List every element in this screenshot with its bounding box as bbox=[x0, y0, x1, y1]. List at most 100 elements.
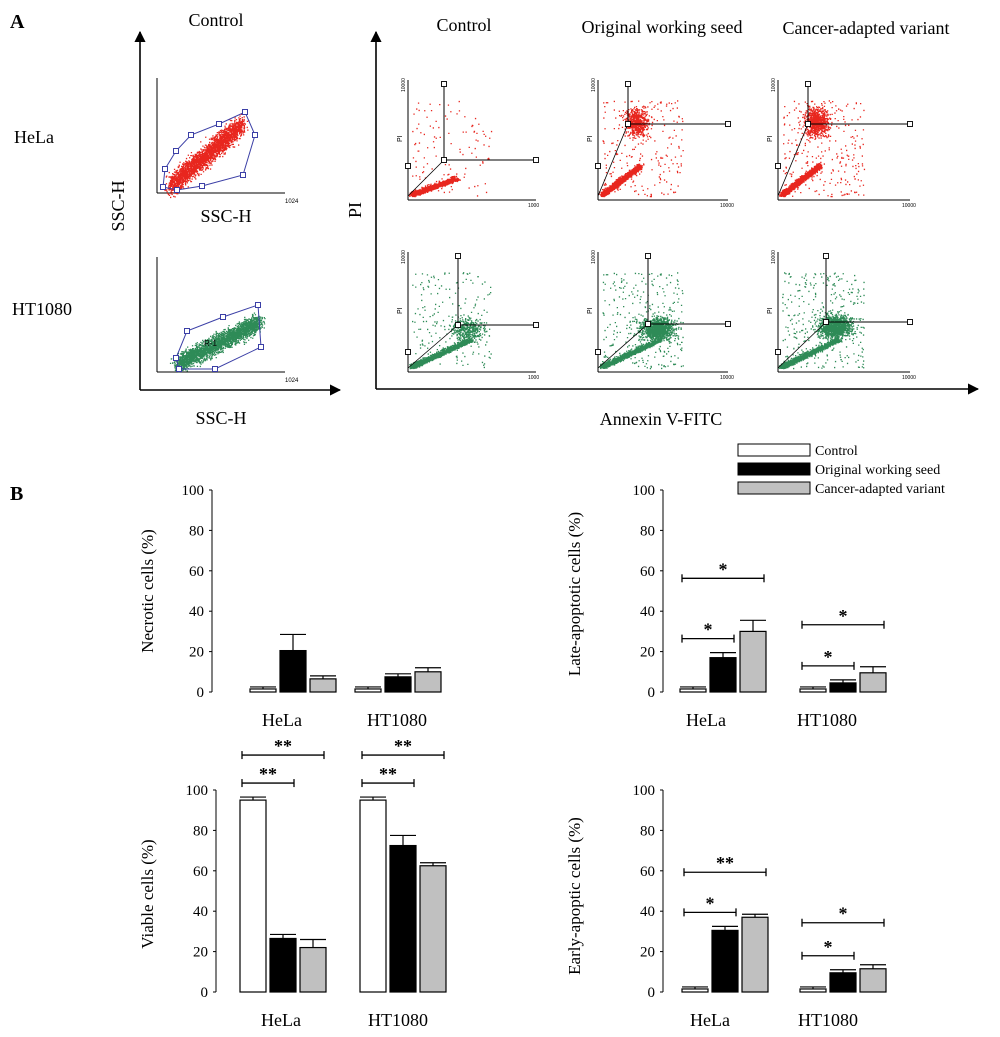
mini-pi-label: PI bbox=[767, 307, 774, 314]
quadrant-handle[interactable] bbox=[645, 321, 651, 327]
quadrant-handle[interactable] bbox=[775, 163, 781, 169]
gate-handle[interactable] bbox=[174, 187, 180, 193]
y-tick-label: 20 bbox=[189, 645, 204, 661]
annexin-x-axis-label: Annexin V-FITC bbox=[600, 409, 723, 429]
quadrant-diagonal bbox=[777, 123, 809, 197]
gate-handle[interactable] bbox=[242, 109, 248, 115]
bar-ht1080-2 bbox=[419, 865, 447, 993]
gate-handle[interactable] bbox=[258, 344, 264, 350]
quadrant-handle[interactable] bbox=[441, 157, 447, 163]
category-label: HT1080 bbox=[797, 710, 857, 730]
category-label: HeLa bbox=[262, 710, 302, 730]
gate-handle[interactable] bbox=[184, 328, 190, 334]
bar-ht1080-1 bbox=[829, 972, 857, 993]
gate-handle[interactable] bbox=[176, 366, 182, 372]
quadrant-handle[interactable] bbox=[805, 81, 811, 87]
quadrant-handle[interactable] bbox=[533, 157, 539, 163]
bar-ht1080-0 bbox=[799, 688, 827, 693]
quadrant-handle[interactable] bbox=[405, 349, 411, 355]
y-tick-label: 60 bbox=[640, 864, 655, 880]
annexin-scatter-dots bbox=[599, 272, 684, 370]
quadrant-diagonal bbox=[597, 323, 649, 369]
y-tick-label: 80 bbox=[193, 823, 208, 839]
quadrant-handle[interactable] bbox=[823, 253, 829, 259]
gate-handle[interactable] bbox=[199, 183, 205, 189]
quadrant-handle[interactable] bbox=[907, 319, 913, 325]
gate-handle[interactable] bbox=[255, 302, 261, 308]
col-title-original: Original working seed bbox=[582, 17, 743, 37]
bar-hela-0 bbox=[679, 688, 707, 693]
bar-ht1080-0 bbox=[359, 799, 387, 993]
category-label: HT1080 bbox=[798, 1010, 858, 1030]
quadrant-handle[interactable] bbox=[907, 121, 913, 127]
mini-y-tick: 10000 bbox=[591, 250, 597, 264]
quadrant-handle[interactable] bbox=[533, 322, 539, 328]
mini-pi-label: PI bbox=[397, 307, 404, 314]
bar-hela-2 bbox=[741, 916, 769, 993]
gate-handle[interactable] bbox=[160, 184, 166, 190]
gate-y-axis-label: SSC-H bbox=[108, 180, 128, 231]
quadrant-handle[interactable] bbox=[725, 121, 731, 127]
bar-ht1080-0 bbox=[799, 988, 827, 993]
gate-handle[interactable] bbox=[173, 355, 179, 361]
quadrant-handle[interactable] bbox=[595, 349, 601, 355]
category-label: HT1080 bbox=[367, 710, 427, 730]
chart-y-label: Viable cells (%) bbox=[138, 839, 157, 948]
quadrant-diagonal bbox=[597, 123, 629, 197]
quadrant-handle[interactable] bbox=[441, 81, 447, 87]
bar-hela-0 bbox=[239, 799, 267, 993]
gate-handle[interactable] bbox=[173, 148, 179, 154]
gate-scatter-dots bbox=[164, 113, 250, 199]
chart-y-label: Necrotic cells (%) bbox=[138, 529, 157, 653]
y-tick-label: 80 bbox=[640, 823, 655, 839]
legend-swatch-control bbox=[737, 443, 811, 457]
quadrant-handle[interactable] bbox=[823, 319, 829, 325]
gate-handle[interactable] bbox=[162, 166, 168, 172]
gate-handle[interactable] bbox=[216, 121, 222, 127]
mini-x-tick: 1000 bbox=[528, 203, 539, 209]
bar-hela-2 bbox=[739, 630, 767, 693]
bar-chart-3: 0 20 40 60 80 100 Early-apoptic cells (%) HeLa H… bbox=[565, 783, 887, 1030]
bar-chart-1: 0 20 40 60 80 100 Late-apoptotic cells (%) HeLa… bbox=[565, 483, 887, 730]
annexin-scatter-dots bbox=[778, 272, 865, 370]
mini-y-tick: 10000 bbox=[401, 250, 407, 264]
quadrant-handle[interactable] bbox=[645, 253, 651, 259]
bar-ht1080-2 bbox=[859, 672, 887, 693]
mini-pi-label: PI bbox=[587, 307, 594, 314]
gate-handle[interactable] bbox=[252, 132, 258, 138]
significance-label: * bbox=[704, 620, 713, 640]
gate-handle[interactable] bbox=[220, 314, 226, 320]
bar-hela-1 bbox=[709, 657, 737, 693]
quadrant-handle[interactable] bbox=[455, 322, 461, 328]
gate-handle[interactable] bbox=[188, 132, 194, 138]
significance-label: * bbox=[706, 893, 715, 913]
category-label: HT1080 bbox=[368, 1010, 428, 1030]
y-tick-label: 40 bbox=[640, 904, 655, 920]
quadrant-handle[interactable] bbox=[455, 253, 461, 259]
quadrant-handle[interactable] bbox=[625, 81, 631, 87]
mini-y-tick: 10000 bbox=[771, 250, 777, 264]
quadrant-handle[interactable] bbox=[725, 321, 731, 327]
y-tick-label: 100 bbox=[182, 483, 205, 499]
gate-handle[interactable] bbox=[240, 172, 246, 178]
y-tick-label: 0 bbox=[197, 685, 205, 701]
y-tick-label: 60 bbox=[640, 564, 655, 580]
y-tick-label: 20 bbox=[640, 645, 655, 661]
significance-label: * bbox=[839, 904, 848, 924]
significance-label: * bbox=[824, 937, 833, 957]
annexin-plot-hela-0: PI 10000 1000 bbox=[397, 78, 539, 209]
gate-handle[interactable] bbox=[212, 366, 218, 372]
chart-y-label: Late-apoptotic cells (%) bbox=[565, 512, 584, 676]
bar-hela-2 bbox=[299, 946, 327, 993]
quadrant-handle[interactable] bbox=[775, 349, 781, 355]
significance-label: ** bbox=[394, 736, 412, 756]
quadrant-handle[interactable] bbox=[595, 163, 601, 169]
quadrant-handle[interactable] bbox=[405, 163, 411, 169]
significance-label: * bbox=[839, 606, 848, 626]
quadrant-handle[interactable] bbox=[805, 121, 811, 127]
y-tick-label: 0 bbox=[648, 685, 656, 701]
annexin-scatter-dots bbox=[409, 272, 492, 370]
y-tick-label: 100 bbox=[633, 783, 656, 799]
quadrant-handle[interactable] bbox=[625, 121, 631, 127]
gate-tick-label: 1024 bbox=[285, 378, 299, 384]
